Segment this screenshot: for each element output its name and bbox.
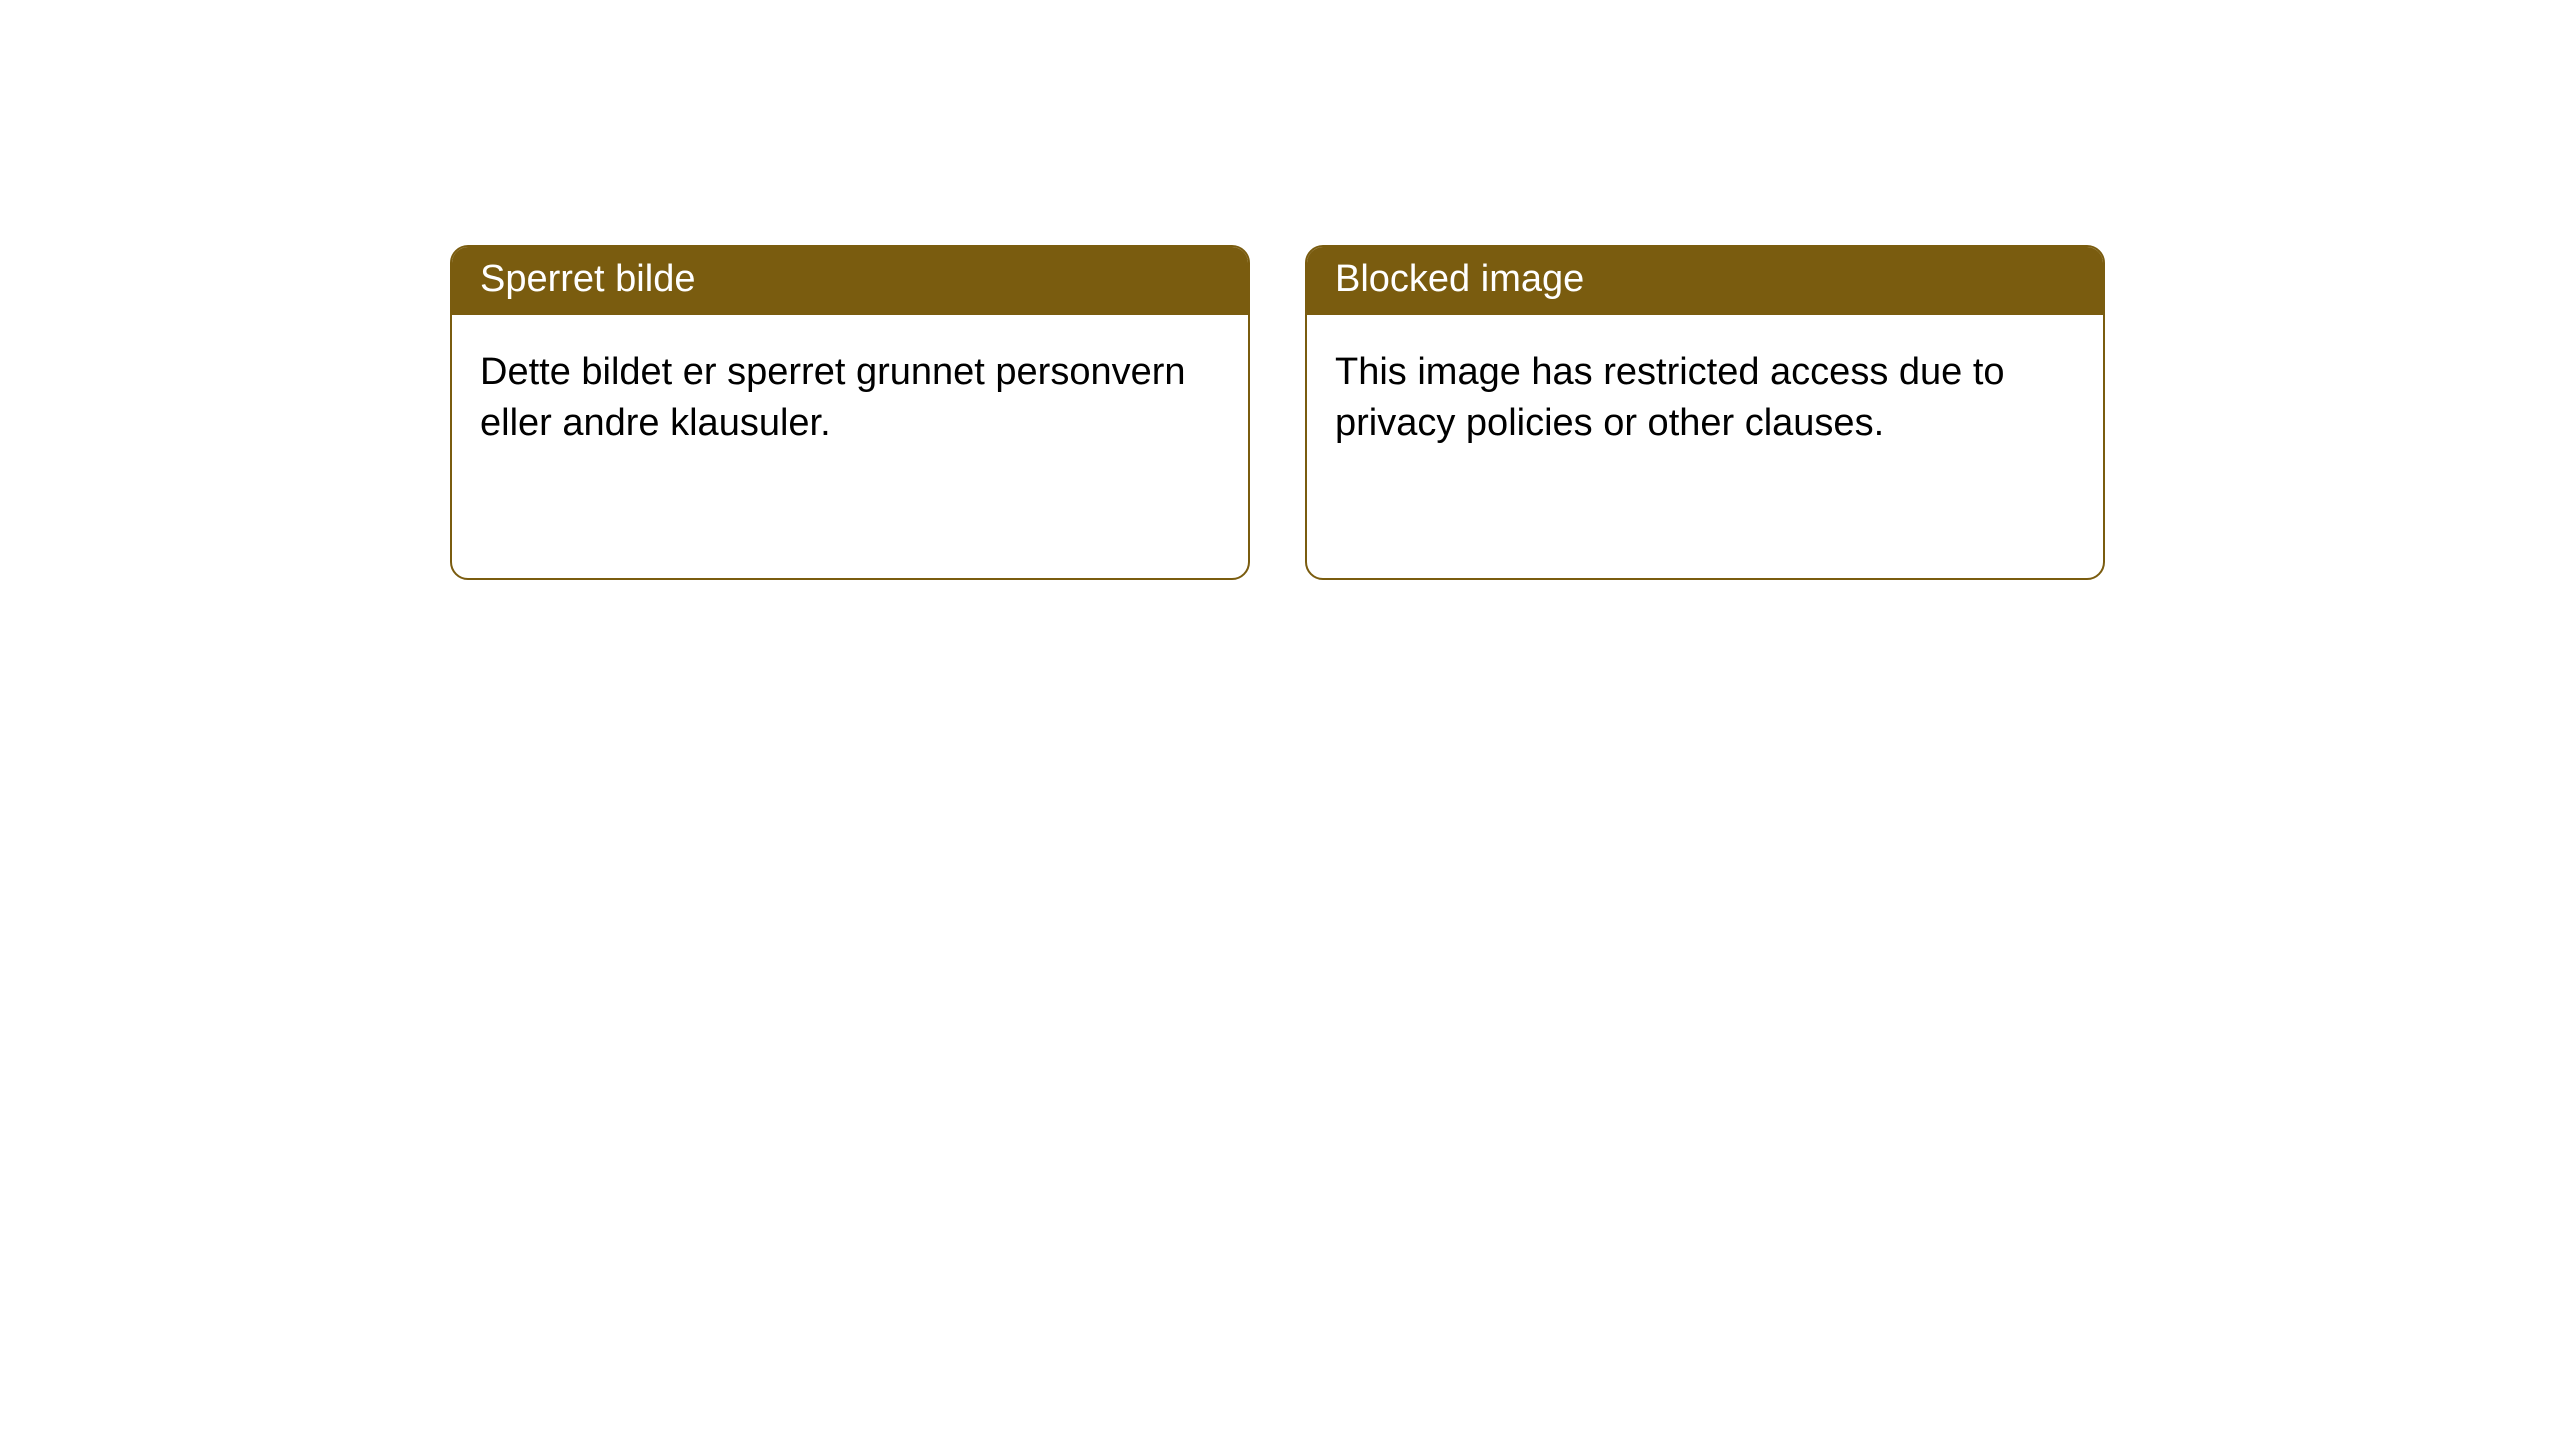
blocked-image-card-en: Blocked image This image has restricted … <box>1305 245 2105 580</box>
blocked-image-card-no: Sperret bilde Dette bildet er sperret gr… <box>450 245 1250 580</box>
notice-container: Sperret bilde Dette bildet er sperret gr… <box>450 245 2105 580</box>
card-title-en: Blocked image <box>1307 247 2103 315</box>
card-body-no: Dette bildet er sperret grunnet personve… <box>452 315 1248 482</box>
card-title-no: Sperret bilde <box>452 247 1248 315</box>
card-body-en: This image has restricted access due to … <box>1307 315 2103 482</box>
